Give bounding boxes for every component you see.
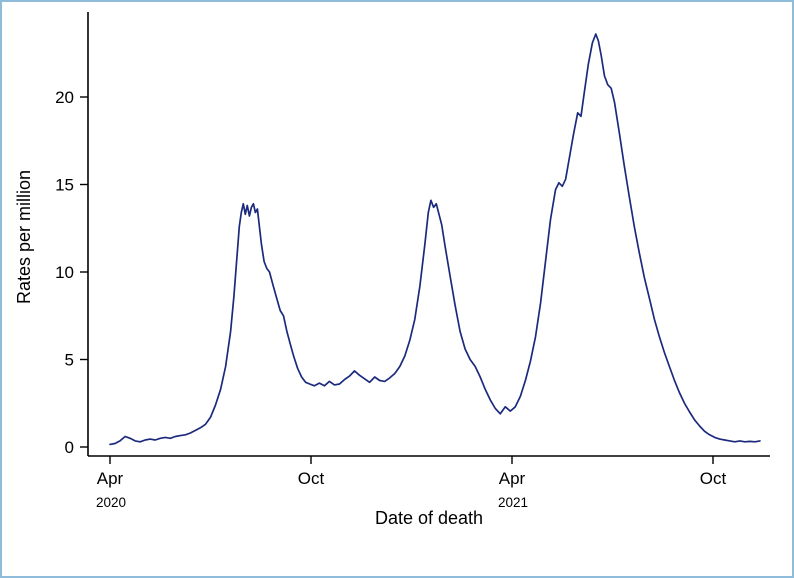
x-tick-year-label: 2020 — [96, 495, 126, 510]
x-tick-year-label: 2021 — [498, 495, 528, 510]
y-axis-title: Rates per million — [14, 170, 34, 304]
y-tick-label: 20 — [55, 88, 74, 107]
x-axis: Apr 2020 Oct Apr 2021 Oct — [88, 455, 770, 510]
rate-line — [109, 33, 761, 446]
x-tick-label: Oct — [298, 469, 325, 488]
x-tick-label: Apr — [97, 469, 124, 488]
x-ticks: Apr 2020 Oct Apr 2021 Oct — [96, 456, 727, 510]
x-tick-label: Apr — [499, 469, 526, 488]
y-tick-label: 0 — [65, 438, 74, 457]
y-tick-label: 15 — [55, 176, 74, 195]
x-tick-label: Oct — [700, 469, 727, 488]
y-tick-label: 10 — [55, 263, 74, 282]
y-ticks: 0 5 10 15 20 — [55, 88, 88, 457]
y-axis: 0 5 10 15 20 — [55, 12, 89, 457]
x-axis-title: Date of death — [375, 508, 483, 528]
y-tick-label: 5 — [65, 351, 74, 370]
